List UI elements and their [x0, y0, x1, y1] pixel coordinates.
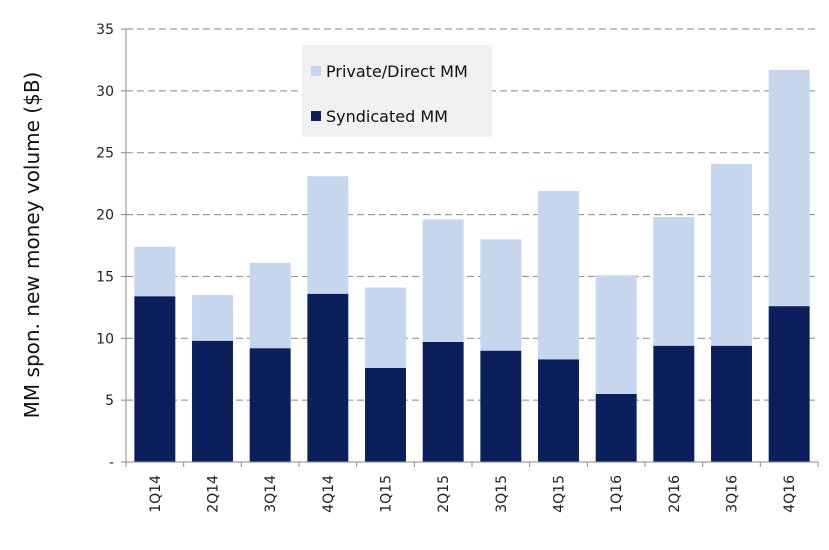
legend-swatch-syndicated	[311, 111, 321, 121]
x-tick-label: 4Q16	[782, 475, 798, 513]
bar-private-direct	[422, 219, 464, 342]
bar-private-direct	[595, 275, 637, 394]
bar-private-direct	[653, 217, 695, 346]
bar-syndicated	[249, 348, 291, 462]
bars	[134, 69, 810, 462]
bar-private-direct	[192, 294, 233, 341]
x-tick-label: 4Q14	[321, 475, 337, 513]
x-tick-label: 4Q15	[552, 475, 568, 513]
bar-private-direct	[307, 176, 349, 294]
y-tick-label: 35	[96, 22, 114, 38]
legend-swatch-private-direct	[311, 66, 321, 76]
x-tick-label: 3Q16	[725, 475, 741, 513]
x-tick-label: 3Q15	[494, 475, 510, 513]
bar-private-direct	[711, 163, 752, 346]
axes: - 5 10 15 20 25 30 35 1Q14 2Q14 3Q14 4Q14 1Q15 2Q15 3Q…	[96, 22, 819, 513]
bar-private-direct	[249, 262, 291, 349]
bar-syndicated	[711, 345, 752, 462]
y-axis-label: MM spon. new money volume ($B)	[20, 72, 44, 419]
bar-private-direct	[480, 239, 522, 351]
bar-syndicated	[365, 367, 406, 462]
legend-label-syndicated: Syndicated MM	[326, 107, 448, 126]
bar-private-direct	[365, 287, 406, 368]
x-tick-label: 2Q16	[667, 475, 683, 513]
bar-syndicated	[653, 345, 695, 462]
bar-private-direct	[768, 69, 810, 307]
legend: Private/Direct MM Syndicated MM	[302, 45, 492, 137]
bar-syndicated	[768, 306, 810, 462]
bar-syndicated	[480, 350, 522, 462]
bar-private-direct	[134, 246, 176, 297]
bar-syndicated	[538, 359, 579, 462]
bar-syndicated	[422, 341, 464, 462]
legend-label-private-direct: Private/Direct MM	[326, 62, 468, 81]
bar-syndicated	[595, 393, 637, 462]
y-tick-label: 25	[96, 146, 114, 162]
x-tick-label: 1Q16	[609, 475, 625, 513]
bar-syndicated	[134, 296, 176, 462]
bar-syndicated	[307, 293, 349, 462]
x-tick-label: 1Q14	[148, 475, 164, 513]
y-tick-label: 20	[96, 208, 114, 224]
y-tick-label: 10	[96, 331, 114, 347]
y-tick-label: 15	[96, 269, 114, 285]
x-tick-label: 2Q14	[206, 475, 222, 513]
x-tick-label: 3Q14	[263, 475, 279, 513]
y-tick-label: -	[109, 455, 114, 471]
legend-box	[302, 45, 492, 137]
y-tick-label: 5	[105, 393, 114, 409]
bar-syndicated	[192, 340, 233, 462]
y-tick-label: 30	[96, 84, 114, 100]
x-tick-label: 1Q15	[379, 475, 395, 513]
bar-private-direct	[538, 191, 579, 360]
x-tick-label: 2Q15	[436, 475, 452, 513]
